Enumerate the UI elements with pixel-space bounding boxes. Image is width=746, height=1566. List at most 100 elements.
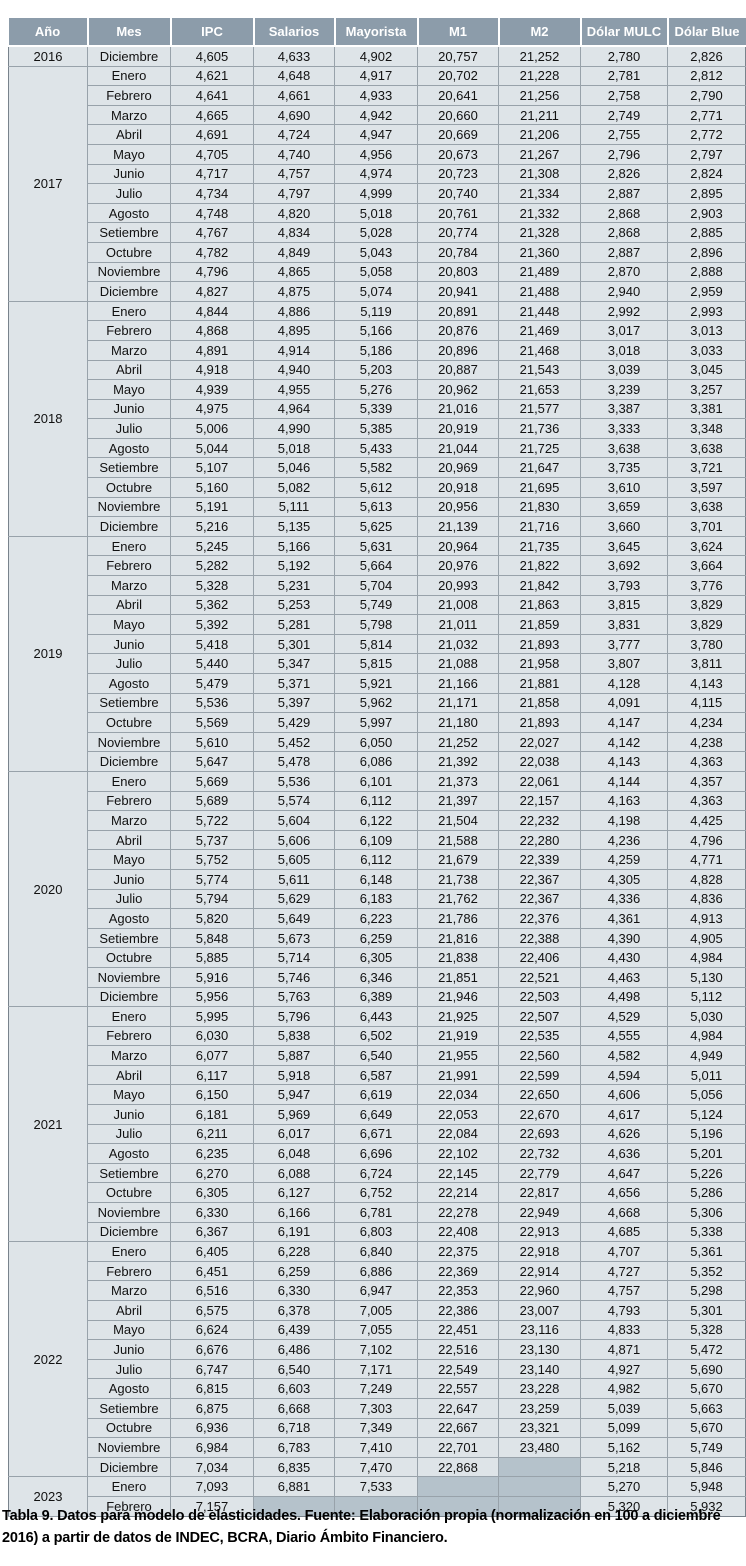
value-cell: 21,946 bbox=[417, 986, 499, 1008]
value-cell: 5,673 bbox=[253, 927, 335, 949]
value-cell: 5,763 bbox=[253, 986, 335, 1008]
value-cell: 3,239 bbox=[580, 379, 668, 400]
value-cell: 7,349 bbox=[334, 1417, 418, 1439]
value-cell: 21,958 bbox=[498, 653, 581, 674]
value-cell: 21,334 bbox=[498, 183, 581, 204]
month-cell: Agosto bbox=[87, 202, 171, 224]
value-cell: 5,689 bbox=[170, 790, 254, 812]
value-cell: 4,641 bbox=[170, 85, 254, 106]
value-cell: 22,278 bbox=[417, 1202, 499, 1223]
value-cell: 4,091 bbox=[580, 692, 668, 714]
value-cell: 5,649 bbox=[253, 908, 335, 929]
value-cell: 6,783 bbox=[253, 1437, 335, 1458]
value-cell: 4,771 bbox=[667, 849, 746, 870]
month-cell: Enero bbox=[87, 1006, 171, 1027]
month-cell: Julio bbox=[87, 183, 171, 204]
value-cell: 4,361 bbox=[580, 908, 668, 929]
value-cell: 4,797 bbox=[253, 183, 335, 204]
year-cell: 2022 bbox=[8, 1241, 88, 1478]
value-cell: 20,896 bbox=[417, 339, 499, 361]
value-cell: 23,130 bbox=[498, 1339, 581, 1360]
value-cell: 5,885 bbox=[170, 947, 254, 968]
table-row: Julio 5,440 5,347 5,815 21,088 21,958 3,807 3,8… bbox=[9, 653, 746, 674]
value-cell: 6,050 bbox=[334, 731, 418, 753]
value-cell: 7,470 bbox=[334, 1456, 418, 1478]
value-cell: 5,352 bbox=[667, 1260, 746, 1282]
value-cell: 6,181 bbox=[170, 1104, 254, 1125]
value-cell: 5,848 bbox=[170, 927, 254, 949]
value-cell: 6,017 bbox=[253, 1123, 335, 1145]
value-cell: 6,875 bbox=[170, 1397, 254, 1419]
value-cell: 21,139 bbox=[417, 516, 499, 537]
value-cell: 2,790 bbox=[667, 85, 746, 106]
value-cell: 5,099 bbox=[580, 1417, 668, 1439]
value-cell: 23,116 bbox=[498, 1319, 581, 1341]
value-cell: 5,301 bbox=[667, 1300, 746, 1321]
value-cell: 4,914 bbox=[253, 339, 335, 361]
value-cell: 22,145 bbox=[417, 1162, 499, 1184]
month-cell: Julio bbox=[87, 1123, 171, 1145]
month-cell: Mayo bbox=[87, 1319, 171, 1341]
value-cell: 4,820 bbox=[253, 202, 335, 224]
value-cell: 6,048 bbox=[253, 1143, 335, 1164]
value-cell: 4,555 bbox=[580, 1025, 668, 1047]
value-cell: 6,803 bbox=[334, 1221, 418, 1243]
value-cell: 5,166 bbox=[253, 535, 335, 557]
value-cell: 22,408 bbox=[417, 1221, 499, 1243]
month-cell: Octubre bbox=[87, 947, 171, 968]
table-row: Mayo 6,624 6,439 7,055 22,451 23,116 4,833 5,32… bbox=[9, 1319, 746, 1341]
value-cell: 3,645 bbox=[580, 535, 668, 557]
value-cell: 21,543 bbox=[498, 359, 581, 381]
value-cell: 21,695 bbox=[498, 477, 581, 498]
value-cell: 3,701 bbox=[667, 516, 746, 537]
month-cell: Diciembre bbox=[87, 45, 171, 67]
value-cell: 5,452 bbox=[253, 731, 335, 753]
value-cell: 5,201 bbox=[667, 1143, 746, 1164]
value-cell: 3,638 bbox=[667, 496, 746, 518]
value-cell: 5,887 bbox=[253, 1045, 335, 1066]
value-cell: 5,690 bbox=[667, 1358, 746, 1380]
value-cell: 22,386 bbox=[417, 1300, 499, 1321]
value-cell: 4,933 bbox=[334, 85, 418, 106]
month-cell: Febrero bbox=[87, 555, 171, 577]
value-cell: 4,956 bbox=[334, 143, 418, 165]
value-cell: 5,074 bbox=[334, 281, 418, 302]
value-cell: 5,397 bbox=[253, 692, 335, 714]
value-cell: 5,815 bbox=[334, 653, 418, 674]
value-cell: 4,834 bbox=[253, 222, 335, 243]
value-cell: 21,858 bbox=[498, 692, 581, 714]
value-cell: 6,270 bbox=[170, 1162, 254, 1184]
value-cell: 7,102 bbox=[334, 1339, 418, 1360]
value-cell: 5,749 bbox=[334, 594, 418, 616]
value-cell: 6,112 bbox=[334, 790, 418, 812]
value-cell: 22,280 bbox=[498, 829, 581, 851]
value-cell: 5,196 bbox=[667, 1123, 746, 1145]
value-cell: 5,276 bbox=[334, 379, 418, 400]
value-cell: 3,659 bbox=[580, 496, 668, 518]
value-cell: 3,664 bbox=[667, 555, 746, 577]
value-cell: 22,535 bbox=[498, 1025, 581, 1047]
value-cell: 21,925 bbox=[417, 1006, 499, 1027]
month-cell: Febrero bbox=[87, 1025, 171, 1047]
value-cell: 5,846 bbox=[667, 1456, 746, 1478]
value-cell: 4,463 bbox=[580, 966, 668, 988]
value-cell: 6,718 bbox=[253, 1417, 335, 1439]
value-cell: 4,734 bbox=[170, 183, 254, 204]
value-cell: 5,362 bbox=[170, 594, 254, 616]
value-cell: 5,320 bbox=[580, 1495, 668, 1517]
value-cell: 5,794 bbox=[170, 888, 254, 910]
value-cell: 5,006 bbox=[170, 418, 254, 439]
table-row: Mayo 6,150 5,947 6,619 22,034 22,650 4,606 5,05… bbox=[9, 1084, 746, 1106]
table-row: Diciembre 4,827 4,875 5,074 20,941 21,488 2,94… bbox=[9, 281, 746, 302]
value-cell: 22,503 bbox=[498, 986, 581, 1008]
value-cell: 22,053 bbox=[417, 1104, 499, 1125]
value-cell: 22,367 bbox=[498, 888, 581, 910]
value-cell: 4,594 bbox=[580, 1064, 668, 1086]
value-cell: 22,367 bbox=[498, 868, 581, 890]
table-row: Mayo 5,752 5,605 6,112 21,679 22,339 4,259 4,77… bbox=[9, 849, 746, 870]
value-cell: 4,582 bbox=[580, 1045, 668, 1066]
value-cell: 5,082 bbox=[253, 477, 335, 498]
value-cell: 4,690 bbox=[253, 104, 335, 126]
value-cell: 6,752 bbox=[334, 1182, 418, 1204]
value-cell: 5,796 bbox=[253, 1006, 335, 1027]
